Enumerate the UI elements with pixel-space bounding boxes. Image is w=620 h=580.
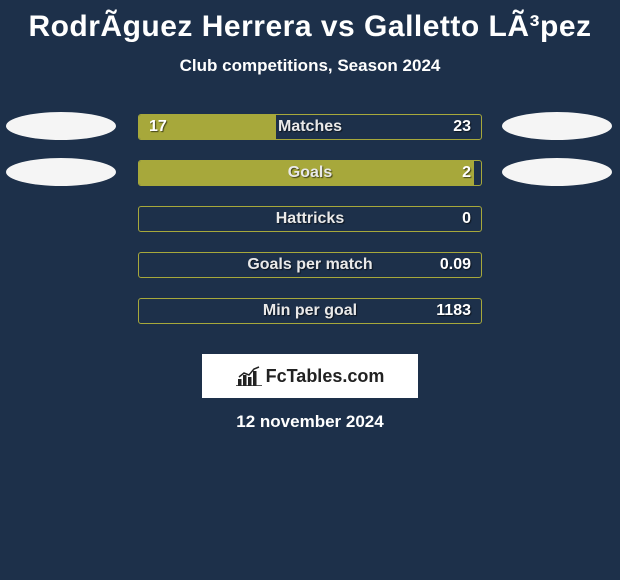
player-right-marker: [502, 112, 612, 140]
player-left-marker: [6, 158, 116, 186]
stat-value-left: 17: [149, 118, 167, 136]
player-left-marker: [6, 112, 116, 140]
stat-bar-frame: Goals2: [138, 160, 482, 186]
stat-bar-left-fill: [139, 161, 474, 185]
stat-row: Goals per match0.09: [0, 252, 620, 298]
comparison-chart: 17Matches23 Goals2 Hattricks0 Goals per mat…: [0, 114, 620, 344]
stat-name: Min per goal: [139, 302, 481, 320]
stat-row: Hattricks0: [0, 206, 620, 252]
stat-name: Hattricks: [139, 210, 481, 228]
stat-value-right: 0.09: [440, 256, 471, 274]
bar-chart-icon: [236, 366, 262, 386]
logo-text: FcTables.com: [266, 366, 385, 387]
fctables-logo: FcTables.com: [202, 354, 418, 398]
player-right-marker: [502, 158, 612, 186]
stat-value-right: 2: [462, 164, 471, 182]
stat-bar-frame: 17Matches23: [138, 114, 482, 140]
stat-value-right: 1183: [436, 302, 471, 320]
stat-bar-frame: Goals per match0.09: [138, 252, 482, 278]
date-line: 12 november 2024: [0, 412, 620, 432]
stat-row: Goals2: [0, 160, 620, 206]
page-subtitle: Club competitions, Season 2024: [0, 56, 620, 76]
page-title: RodrÃ­guez Herrera vs Galletto LÃ³pez: [0, 0, 620, 44]
stat-value-right: 23: [453, 118, 471, 136]
stat-row: Min per goal1183: [0, 298, 620, 344]
stat-value-right: 0: [462, 210, 471, 228]
stat-name: Goals per match: [139, 256, 481, 274]
stat-bar-frame: Hattricks0: [138, 206, 482, 232]
stat-bar-frame: Min per goal1183: [138, 298, 482, 324]
stat-row: 17Matches23: [0, 114, 620, 160]
